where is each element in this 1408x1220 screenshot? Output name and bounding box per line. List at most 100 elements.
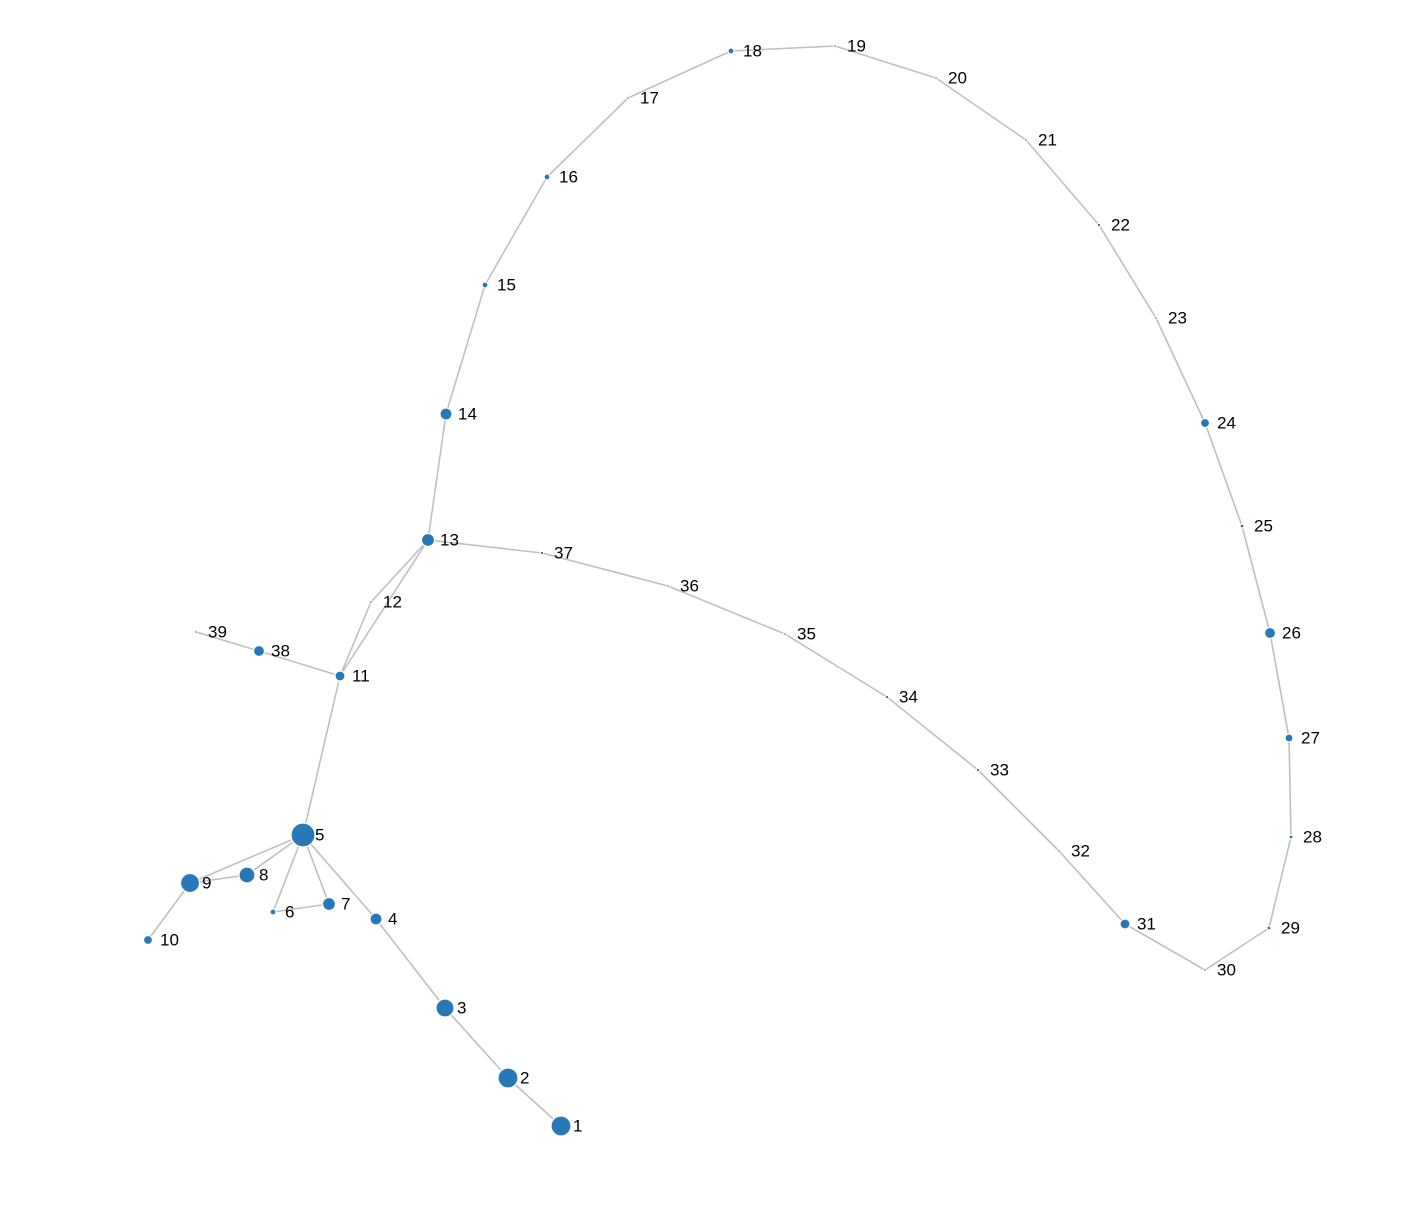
- node-label-18: 18: [743, 41, 762, 60]
- edge-9-10: [147, 882, 191, 941]
- node-14[interactable]: [439, 407, 453, 421]
- edge-12-13: [370, 539, 429, 603]
- node-9[interactable]: [179, 872, 201, 894]
- edge-28-29: [1268, 836, 1292, 929]
- node-label-5: 5: [315, 825, 324, 844]
- edge-18-19: [730, 45, 836, 52]
- node-label-13: 13: [440, 530, 459, 549]
- node-26[interactable]: [1263, 626, 1277, 640]
- node-1[interactable]: [550, 1115, 572, 1137]
- edge-1-2: [507, 1077, 562, 1127]
- node-28[interactable]: [1288, 834, 1294, 840]
- node-2[interactable]: [497, 1067, 519, 1089]
- node-29[interactable]: [1266, 925, 1272, 931]
- edge-24-25: [1204, 422, 1243, 527]
- edge-13-14: [427, 413, 447, 541]
- edge-27-28: [1288, 737, 1292, 838]
- node-22[interactable]: [1096, 222, 1102, 228]
- edge-15-16: [484, 176, 548, 286]
- edge-31-32: [1058, 850, 1126, 925]
- node-33[interactable]: [975, 767, 981, 773]
- node-label-29: 29: [1281, 918, 1300, 937]
- node-21[interactable]: [1024, 138, 1028, 142]
- node-3[interactable]: [435, 998, 455, 1018]
- node-4[interactable]: [369, 912, 383, 926]
- edge-33-34: [886, 696, 979, 771]
- node-32[interactable]: [1057, 849, 1061, 853]
- node-19[interactable]: [833, 44, 837, 48]
- edge-36-37: [541, 552, 669, 587]
- edge-30-31: [1124, 923, 1206, 971]
- node-label-28: 28: [1303, 827, 1322, 846]
- node-label-38: 38: [271, 641, 290, 660]
- node-39[interactable]: [194, 630, 198, 634]
- node-label-2: 2: [520, 1068, 529, 1087]
- node-20[interactable]: [934, 76, 938, 80]
- node-label-31: 31: [1137, 914, 1156, 933]
- edge-4-5: [302, 834, 377, 920]
- node-5[interactable]: [290, 822, 316, 848]
- node-11[interactable]: [334, 670, 346, 682]
- edge-layer: [147, 45, 1292, 1127]
- node-34[interactable]: [884, 694, 890, 700]
- edge-17-18: [627, 50, 732, 99]
- node-13[interactable]: [420, 532, 436, 548]
- node-23[interactable]: [1154, 316, 1158, 320]
- edge-37-13: [427, 539, 543, 554]
- node-layer: [142, 44, 1294, 1137]
- node-12[interactable]: [369, 600, 373, 604]
- edge-20-21: [935, 77, 1027, 141]
- node-label-25: 25: [1254, 516, 1273, 535]
- edge-26-27: [1269, 632, 1290, 739]
- node-label-21: 21: [1038, 130, 1057, 149]
- node-label-26: 26: [1282, 623, 1301, 642]
- node-30[interactable]: [1203, 968, 1207, 972]
- node-31[interactable]: [1119, 918, 1131, 930]
- edge-35-36: [667, 585, 786, 635]
- node-36[interactable]: [666, 584, 670, 588]
- edge-5-9: [189, 834, 304, 884]
- node-label-34: 34: [899, 687, 918, 706]
- node-17[interactable]: [626, 96, 630, 100]
- node-label-33: 33: [990, 760, 1009, 779]
- edge-11-12: [339, 601, 372, 677]
- node-10[interactable]: [142, 934, 154, 946]
- node-label-15: 15: [497, 275, 516, 294]
- edge-21-22: [1025, 139, 1100, 226]
- node-35[interactable]: [783, 632, 787, 636]
- edge-38-39: [195, 631, 260, 652]
- node-label-17: 17: [640, 88, 659, 107]
- node-label-19: 19: [847, 36, 866, 55]
- edge-6-7: [272, 903, 330, 913]
- node-label-35: 35: [797, 624, 816, 643]
- node-label-9: 9: [202, 873, 211, 892]
- node-24[interactable]: [1199, 417, 1211, 429]
- node-label-30: 30: [1217, 960, 1236, 979]
- node-label-16: 16: [559, 167, 578, 186]
- node-label-27: 27: [1301, 728, 1320, 747]
- node-15[interactable]: [481, 281, 489, 289]
- node-37[interactable]: [539, 550, 545, 556]
- node-18[interactable]: [727, 47, 735, 55]
- node-label-4: 4: [388, 909, 397, 928]
- node-label-39: 39: [208, 622, 227, 641]
- node-25[interactable]: [1239, 523, 1245, 529]
- edge-19-20: [834, 45, 937, 79]
- node-16[interactable]: [543, 173, 551, 181]
- edge-34-35: [784, 633, 888, 698]
- node-label-23: 23: [1168, 308, 1187, 327]
- node-label-1: 1: [573, 1116, 582, 1135]
- edge-5-6: [272, 834, 304, 913]
- node-label-6: 6: [285, 902, 294, 921]
- node-label-11: 11: [352, 666, 370, 685]
- node-8[interactable]: [238, 866, 256, 884]
- node-7[interactable]: [321, 896, 337, 912]
- edge-3-4: [375, 918, 446, 1009]
- node-27[interactable]: [1284, 733, 1294, 743]
- node-label-32: 32: [1071, 841, 1090, 860]
- node-label-36: 36: [680, 576, 699, 595]
- node-6[interactable]: [269, 908, 277, 916]
- edge-14-15: [445, 284, 486, 415]
- node-38[interactable]: [252, 644, 266, 658]
